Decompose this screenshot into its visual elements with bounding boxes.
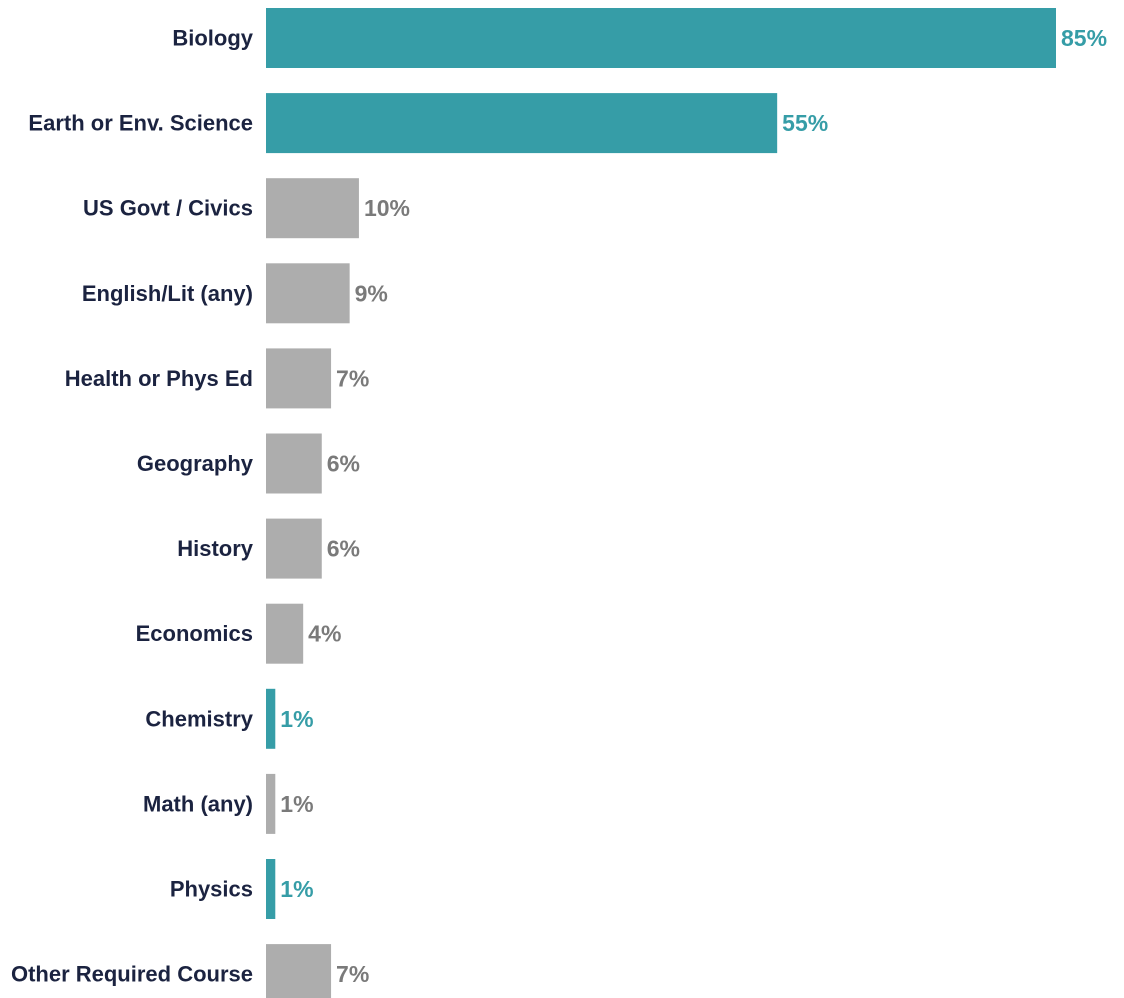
value-label: 6%	[327, 451, 360, 477]
category-label: English/Lit (any)	[82, 281, 253, 306]
value-label: 10%	[364, 195, 410, 221]
bar	[266, 944, 332, 998]
bar	[266, 348, 332, 409]
category-label: Math (any)	[143, 791, 253, 816]
bars-group: Biology 85% Earth or Env. Science 55% US Gov…	[11, 8, 1107, 998]
value-label: 9%	[355, 280, 388, 306]
value-label: 1%	[280, 876, 313, 902]
value-label: 1%	[280, 791, 313, 817]
category-label: Other Required Course	[11, 962, 253, 987]
value-label: 85%	[1061, 25, 1107, 51]
value-label: 4%	[308, 621, 341, 647]
bar	[266, 433, 322, 494]
category-label: Health or Phys Ed	[65, 366, 253, 391]
bar	[266, 8, 1056, 68]
value-label: 7%	[336, 961, 369, 987]
bar	[266, 859, 276, 919]
value-label: 55%	[782, 110, 828, 136]
bar	[266, 178, 359, 239]
category-label: Physics	[170, 877, 253, 902]
value-label: 6%	[327, 536, 360, 562]
bar	[266, 603, 304, 664]
category-label: Biology	[172, 26, 253, 51]
category-label: US Govt / Civics	[83, 196, 253, 221]
bar	[266, 93, 778, 154]
value-label: 7%	[336, 365, 369, 391]
bar	[266, 518, 322, 579]
value-label: 1%	[280, 706, 313, 732]
bar	[266, 688, 276, 749]
category-label: Economics	[136, 621, 253, 646]
category-label: Chemistry	[145, 706, 253, 731]
category-label: Earth or Env. Science	[28, 111, 253, 136]
bar	[266, 773, 276, 834]
bar	[266, 263, 350, 324]
category-label: History	[177, 536, 254, 561]
category-label: Geography	[137, 451, 254, 476]
